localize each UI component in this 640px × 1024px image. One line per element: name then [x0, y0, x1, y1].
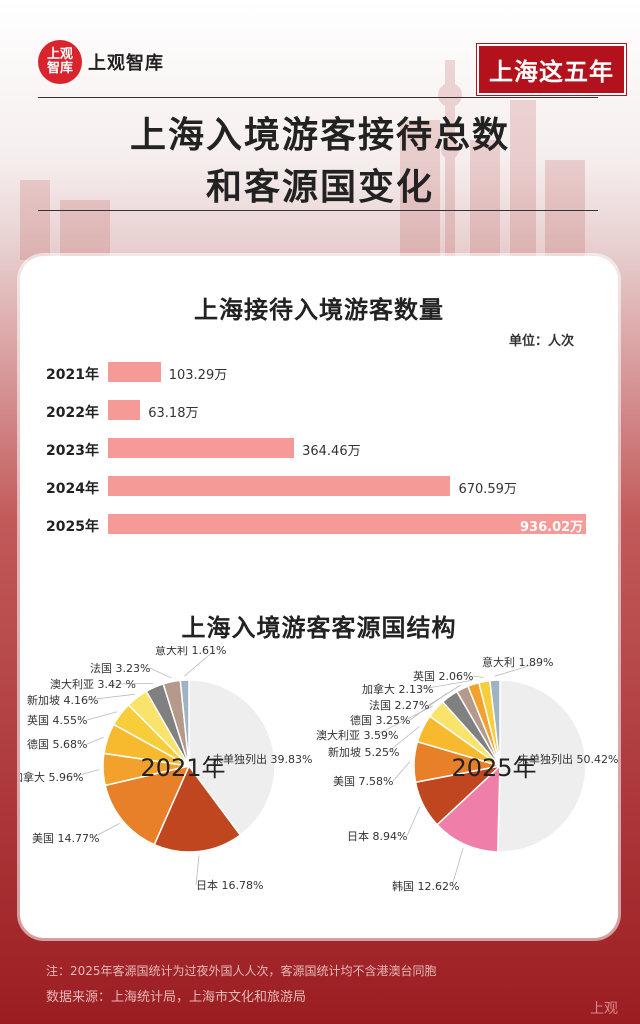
series-tag: 上海这五年	[477, 44, 626, 95]
pie-slice-label: 未单独列出 39.83%	[212, 752, 312, 766]
pie-slice-label: 意大利 1.61%	[155, 646, 226, 657]
page-title-line1: 上海入境游客接待总数	[129, 115, 510, 156]
content-card: 上海接待入境游客数量 单位：人次 2021年 103.29万 2022年 63.18万…	[20, 256, 618, 938]
pie-leader-line	[109, 683, 154, 685]
footnote: 注：2025年客源国统计为过夜外国人人次，客源国统计均不含港澳台同胞	[46, 964, 437, 978]
bar-row: 2022年 63.18万	[20, 400, 618, 422]
pie-slice-label: 新加坡 5.25%	[328, 745, 399, 759]
pie-charts: 未单独列出 39.83% 日本 16.78% 美国 14.77% 加拿大 5.96% 德…	[20, 646, 618, 893]
pie-leader-line	[71, 769, 100, 778]
pie-slice-label: 法国 2.27%	[369, 698, 429, 712]
pie-slice-label: 法国 3.23%	[90, 661, 150, 675]
page-title-line2: 和客源国变化	[205, 167, 434, 208]
pie-leader-line	[428, 684, 461, 706]
bar-row: 2023年 364.46万	[20, 438, 618, 460]
pie-slice-label: 英国 4.55%	[27, 713, 87, 727]
pie-slice	[488, 679, 501, 767]
bar-value-label: 670.59万	[458, 482, 517, 497]
pie-slice	[104, 764, 191, 846]
bar-chart-title: 上海接待入境游客数量	[194, 296, 444, 324]
bar-row: 2021年 103.29万	[20, 362, 618, 384]
pie-leader-line	[86, 711, 118, 721]
bar-value-label: 364.46万	[302, 444, 361, 459]
pie-slice-label: 日本 8.94%	[347, 829, 407, 843]
brand-logo: 上观 智库 上观智库	[38, 40, 164, 84]
bar	[108, 514, 586, 534]
pie-slice-label: 意大利 1.89%	[482, 655, 553, 669]
brand-badge-line1: 上观	[46, 47, 73, 62]
pie-slice-label: 未单独列出 50.42%	[518, 752, 618, 766]
bar-category-label: 2022年	[46, 405, 99, 421]
title-rule-bottom	[38, 210, 598, 211]
bar-value-label: 936.02万	[520, 520, 584, 535]
pie-leader-line	[149, 667, 172, 679]
pie-slice-label: 美国 7.58%	[333, 775, 393, 788]
data-source: 数据来源：上海统计局，上海市文化和旅游局	[46, 990, 307, 1005]
bar-value-label: 63.18万	[148, 406, 199, 421]
pie-slice	[496, 679, 587, 853]
bar	[108, 476, 451, 496]
pie-slice	[436, 764, 501, 853]
pie-slice-label: 韩国 12.62%	[392, 879, 459, 893]
pie-slice	[188, 679, 276, 837]
pie-leader-line	[91, 823, 120, 839]
pie-slice-label: 德国 5.68%	[27, 737, 87, 751]
watermark: 上观	[590, 1001, 618, 1017]
pie-slice-label: 澳大利亚 3.59%	[316, 728, 398, 742]
page-title: 上海入境游客接待总数 和客源国变化	[0, 110, 640, 214]
bar-row: 2025年 936.02万	[20, 514, 618, 536]
brand-name: 上观智库	[88, 53, 164, 74]
bar-row: 2024年 670.59万	[20, 476, 618, 498]
pie-slice-label: 美国 14.77%	[32, 832, 99, 845]
pie-section-title: 上海入境游客客源国结构	[181, 614, 457, 642]
pie-leader-line	[421, 680, 473, 690]
brand-badge-line2: 智库	[46, 61, 73, 76]
pie-slice-label: 新加坡 4.16%	[27, 693, 98, 707]
bar-category-label: 2023年	[46, 443, 99, 459]
pie-slice	[153, 764, 242, 853]
pie-leader-line	[494, 661, 543, 677]
pie-center-label: 2021年	[140, 754, 225, 782]
pie-slice-label: 加拿大 5.96%	[20, 770, 83, 784]
pie-leader-line	[392, 761, 411, 782]
pie-center-label: 2025年	[451, 754, 536, 782]
pie-leader-line	[195, 855, 200, 886]
pie-leader-line	[375, 705, 434, 736]
pie-slice-label: 英国 2.06%	[413, 669, 473, 683]
pie-leader-line	[86, 736, 104, 745]
pie-slice-label: 日本 16.78%	[196, 878, 263, 892]
bar-chart-unit: 单位：人次	[508, 334, 574, 349]
pie-slice-label: 加拿大 2.13%	[362, 682, 433, 696]
pie-slice	[179, 679, 190, 767]
bar	[108, 438, 295, 458]
pie-leader-line	[387, 726, 420, 753]
pie-leader-line	[451, 847, 464, 887]
bar-category-label: 2025年	[46, 519, 99, 535]
pie-leader-line	[86, 693, 135, 701]
pie-leader-line	[406, 806, 421, 837]
pie-leader-line	[184, 649, 216, 677]
pie-slice-label: 澳大利亚 3.42 %	[50, 677, 136, 691]
bar	[108, 362, 161, 382]
bar-category-label: 2024年	[46, 481, 99, 497]
brand-badge: 上观 智库	[38, 40, 82, 84]
bar	[108, 400, 141, 420]
bar-value-label: 103.29万	[168, 368, 228, 383]
title-rule-top	[38, 97, 598, 98]
pie-slice-label: 德国 3.25%	[350, 713, 410, 727]
bar-category-label: 2021年	[46, 367, 99, 383]
pie-leader-line	[472, 675, 484, 678]
